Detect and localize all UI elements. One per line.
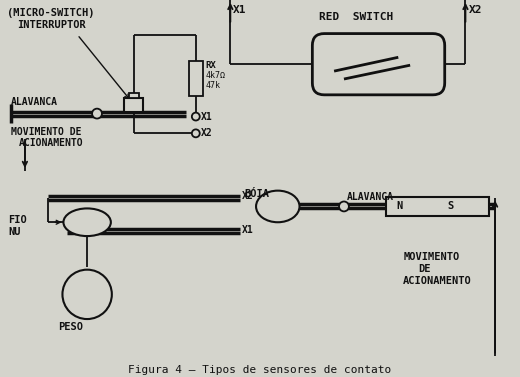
Text: X1: X1: [201, 112, 213, 121]
Text: 47k: 47k: [206, 81, 220, 90]
Text: DE: DE: [418, 264, 431, 274]
Text: (MICRO-SWITCH): (MICRO-SWITCH): [7, 8, 95, 18]
Text: RX: RX: [206, 61, 216, 70]
FancyBboxPatch shape: [386, 196, 489, 216]
Text: X2: X2: [242, 191, 254, 201]
Text: INTERRUPTOR: INTERRUPTOR: [17, 20, 86, 30]
Text: N: N: [396, 201, 402, 211]
Circle shape: [62, 270, 112, 319]
Text: 4k7Ω: 4k7Ω: [206, 71, 226, 80]
Text: X2: X2: [201, 128, 213, 138]
Text: ALAVANCA: ALAVANCA: [11, 97, 58, 107]
Text: ACIONAMENTO: ACIONAMENTO: [403, 276, 472, 286]
Text: ACIONAMENTO: ACIONAMENTO: [19, 138, 84, 148]
FancyBboxPatch shape: [313, 34, 445, 95]
Circle shape: [339, 201, 349, 211]
Circle shape: [92, 109, 102, 118]
FancyBboxPatch shape: [124, 98, 144, 112]
Text: FIO
NU: FIO NU: [8, 215, 27, 237]
Ellipse shape: [256, 191, 300, 222]
Ellipse shape: [63, 208, 111, 236]
Text: X2: X2: [469, 5, 482, 15]
Text: S: S: [448, 201, 454, 211]
Text: X1: X1: [233, 5, 247, 15]
Text: PESO: PESO: [58, 322, 83, 332]
Text: X1: X1: [242, 225, 254, 235]
FancyBboxPatch shape: [128, 93, 138, 98]
Text: MOVIMENTO DE: MOVIMENTO DE: [11, 127, 82, 138]
Text: Figura 4 – Tipos de sensores de contato: Figura 4 – Tipos de sensores de contato: [128, 365, 392, 375]
Text: BÓIA: BÓIA: [244, 188, 269, 199]
Text: MOVIMENTO: MOVIMENTO: [403, 252, 460, 262]
Text: RED  SWITCH: RED SWITCH: [319, 12, 394, 22]
Circle shape: [192, 113, 200, 121]
Text: ALAVANCA: ALAVANCA: [347, 193, 394, 202]
Circle shape: [192, 129, 200, 137]
FancyBboxPatch shape: [189, 61, 203, 96]
